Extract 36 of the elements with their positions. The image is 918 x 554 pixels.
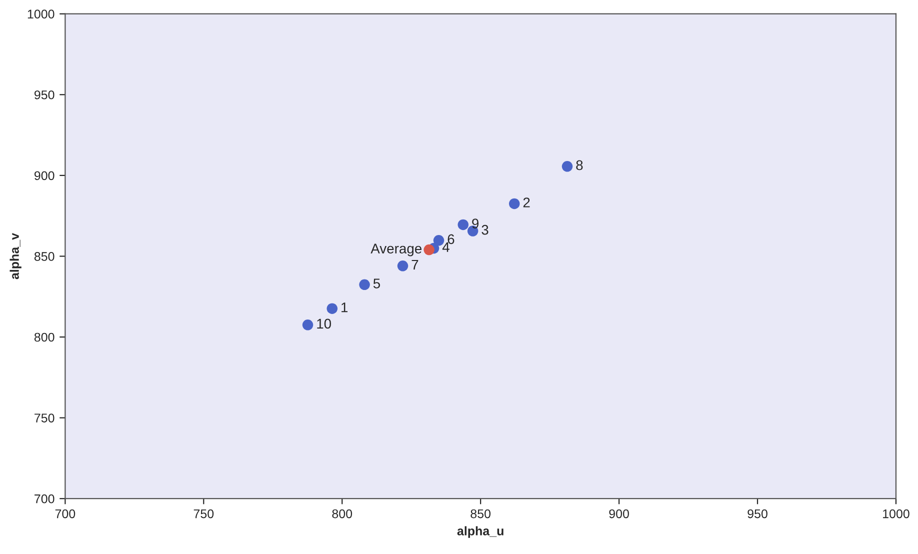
annotation: 7 xyxy=(412,260,418,270)
x-tick-label: 700 xyxy=(55,509,76,518)
point xyxy=(433,235,444,246)
y-tick-label: 900 xyxy=(34,171,54,180)
y-tick-label: 700 xyxy=(34,494,54,504)
annotation: 10 xyxy=(317,318,332,329)
y-axis-title: alpha_v xyxy=(10,233,22,280)
annotation: 8 xyxy=(576,160,583,170)
x-tick-label: 850 xyxy=(470,509,491,518)
annotation: 5 xyxy=(373,278,380,288)
y-tick-label: 800 xyxy=(34,332,54,342)
x-tick-label: 950 xyxy=(748,509,768,518)
y-tick-label: 750 xyxy=(34,414,54,422)
point xyxy=(458,219,469,230)
annotation: 3 xyxy=(482,224,488,235)
annotation: 6 xyxy=(448,234,454,244)
x-tick-label: 1000 xyxy=(883,509,910,518)
point xyxy=(562,161,573,172)
point xyxy=(424,244,434,256)
point xyxy=(326,303,338,314)
annotation: 1 xyxy=(342,302,348,312)
y-tick-label: 850 xyxy=(34,252,54,261)
point xyxy=(302,320,314,330)
point xyxy=(359,279,370,290)
annotation: 4 xyxy=(442,242,450,252)
x-axis-title: alpha_u xyxy=(457,526,504,538)
point xyxy=(397,260,408,272)
y-tick-label: 1000 xyxy=(28,10,54,18)
annotation: 2 xyxy=(523,198,530,208)
y-tick-label: 950 xyxy=(34,90,54,100)
annotation: 9 xyxy=(472,218,479,228)
series-label: Average xyxy=(370,244,422,256)
x-tick-label: 750 xyxy=(194,509,214,518)
x-tick-label: 900 xyxy=(609,509,629,518)
point xyxy=(508,198,520,210)
x-tick-label: 800 xyxy=(332,509,352,518)
